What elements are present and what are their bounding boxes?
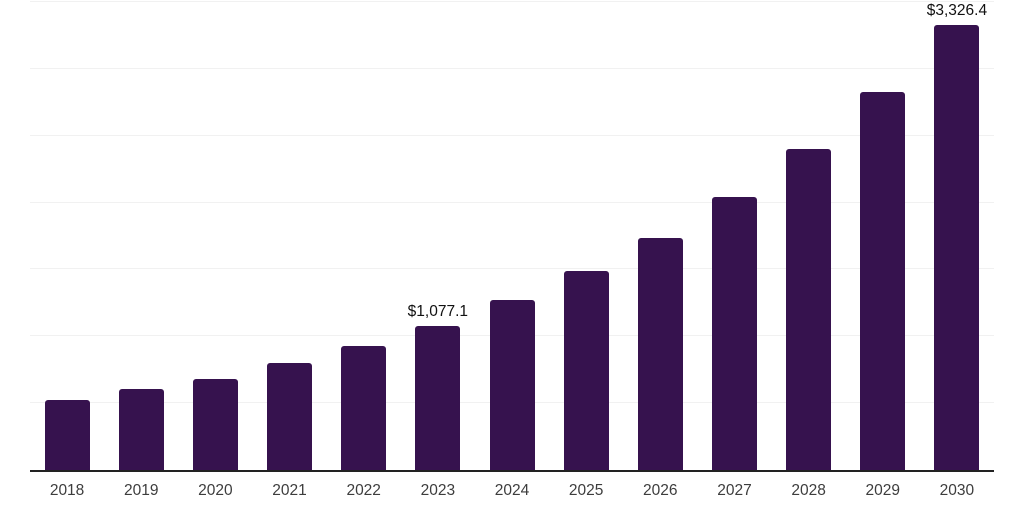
bar-2018 xyxy=(44,399,90,470)
x-tick-label-2025: 2025 xyxy=(568,482,604,499)
bar-2028 xyxy=(786,148,832,470)
x-tick-label-2024: 2024 xyxy=(494,482,530,499)
gridline-3000 xyxy=(30,67,994,69)
gridline-2000 xyxy=(30,201,994,203)
x-tick-label-2023: 2023 xyxy=(420,482,456,499)
x-tick-label-2022: 2022 xyxy=(346,482,381,499)
x-tick-label-2028: 2028 xyxy=(791,482,826,499)
x-tick-label-2020: 2020 xyxy=(198,482,233,499)
bar-2020 xyxy=(192,378,238,470)
value-label-2030: $3,326.4 xyxy=(926,2,988,20)
gridline-3500 xyxy=(30,1,994,2)
gridline-1500 xyxy=(30,268,994,270)
bar-2021 xyxy=(267,362,313,470)
bar-2030 xyxy=(934,25,980,470)
x-tick-label-2027: 2027 xyxy=(717,482,752,499)
bar-2019 xyxy=(118,389,164,470)
bar-2022 xyxy=(341,345,387,470)
x-axis: 2018 2019 2020 2021 2022 2023 2024 2025 2026 2027… xyxy=(30,482,994,506)
bar-2025 xyxy=(563,270,609,470)
bar-2023 xyxy=(415,325,461,470)
bar-2029 xyxy=(860,91,906,470)
bar-2026 xyxy=(637,238,683,470)
x-tick-label-2019: 2019 xyxy=(123,482,159,499)
plot-area: $1,077.1 $3,326.4 xyxy=(30,0,994,472)
x-tick-label-2018: 2018 xyxy=(49,482,85,499)
x-tick-label-2026: 2026 xyxy=(643,482,678,499)
value-label-2023: $1,077.1 xyxy=(407,302,469,320)
gridline-2500 xyxy=(30,134,994,136)
bar-2027 xyxy=(711,196,757,470)
x-tick-label-2021: 2021 xyxy=(272,482,307,499)
x-tick-label-2030: 2030 xyxy=(939,482,975,499)
bar-2024 xyxy=(489,299,535,470)
x-tick-label-2029: 2029 xyxy=(865,482,901,499)
